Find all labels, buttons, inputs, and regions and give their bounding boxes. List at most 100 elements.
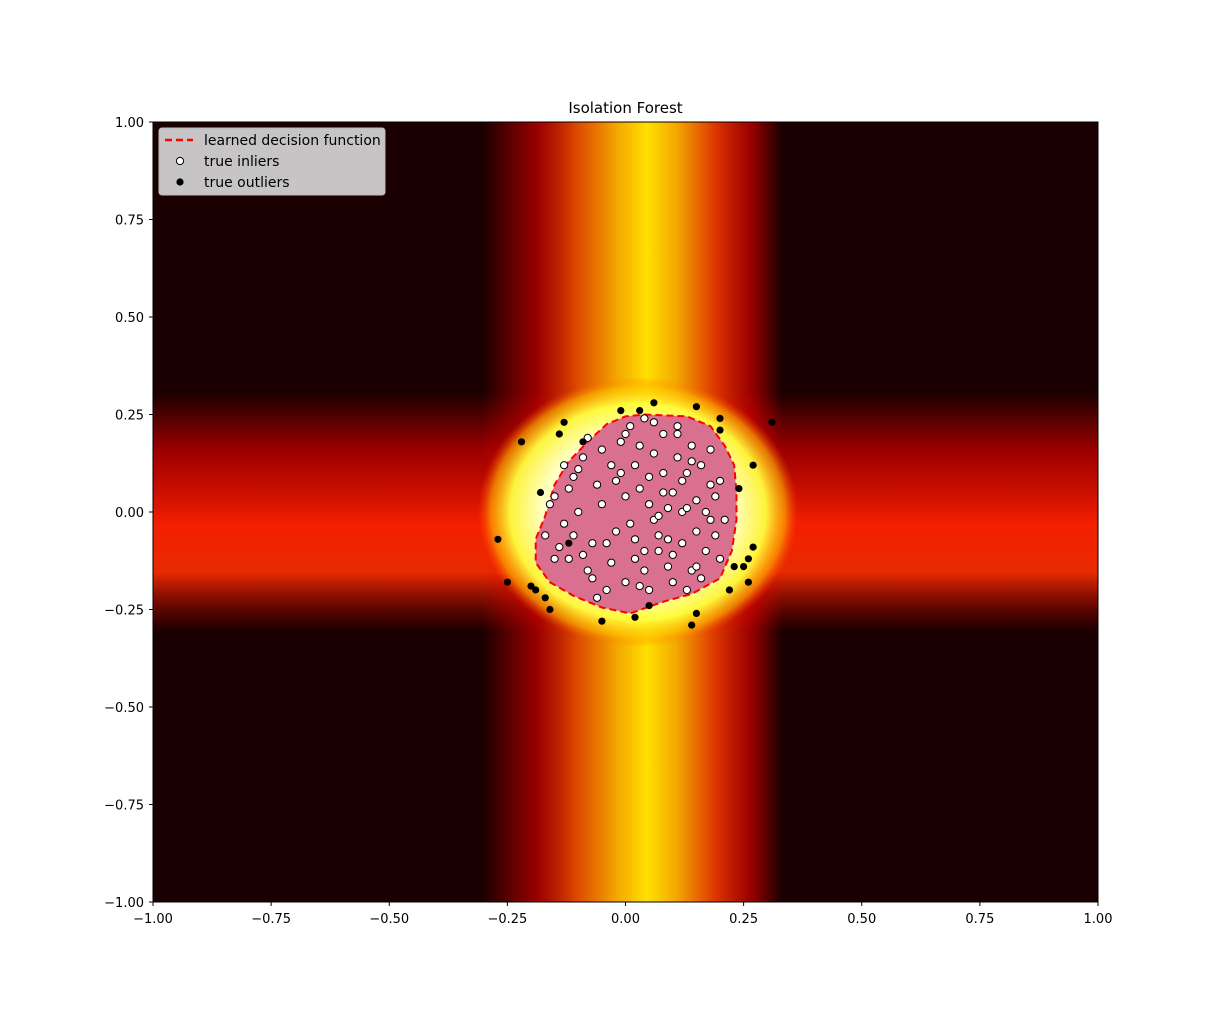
inlier-point (668, 578, 677, 587)
inlier-point (659, 468, 668, 478)
inlier-point (687, 457, 696, 466)
inlier-point (673, 422, 682, 431)
outlier-point (744, 578, 753, 586)
outlier-point (730, 563, 738, 571)
inlier-point (588, 539, 597, 548)
outlier-point (560, 418, 568, 426)
legend-box (158, 127, 386, 196)
inlier-point (659, 429, 668, 439)
outlier-point (503, 578, 511, 586)
x-axis-ticks: −1.00 −0.75 −0.50 −0.25 0.00 0.25 0.50 0.75 1.00 (133, 902, 1112, 927)
decision-boundary-line (534, 413, 738, 615)
inlier-point (607, 558, 616, 567)
x-tick-label: −0.75 (251, 912, 291, 927)
y-tick-label: 0.75 (115, 214, 144, 229)
outlier-point (725, 586, 734, 594)
inlier-point (621, 578, 630, 587)
outlier-point (546, 605, 554, 614)
legend-outlier-swatch (176, 178, 184, 186)
outlier-point (735, 485, 743, 493)
inlier-point (715, 554, 725, 563)
legend-label-boundary: learned decision function (204, 133, 381, 149)
inlier-point (706, 480, 715, 489)
inlier-point (692, 562, 701, 571)
inlier-point (560, 461, 569, 470)
legend-label-outliers: true outliers (204, 175, 290, 191)
inlier-point (588, 574, 597, 583)
inlier-point (597, 445, 607, 454)
inlier-point (574, 507, 583, 517)
inlier-point (663, 504, 673, 513)
inlier-point (645, 472, 654, 481)
inlier-point (541, 531, 550, 540)
inlier-point (564, 484, 573, 493)
inlier-point (569, 531, 578, 540)
y-tick-label: −0.25 (104, 604, 144, 619)
inlier-point (545, 500, 555, 509)
inlier-point (678, 476, 687, 485)
inlier-point (706, 515, 715, 524)
outlier-point (749, 461, 757, 469)
inlier-point (678, 539, 687, 548)
outlier-point (716, 414, 724, 422)
outlier-point (645, 602, 653, 610)
outlier-point (650, 399, 658, 407)
outlier-point (517, 438, 526, 446)
inlier-point (706, 445, 715, 454)
inlier-point (697, 461, 706, 470)
inlier-point (602, 539, 611, 548)
inlier-point (597, 500, 607, 509)
inlier-point (593, 480, 602, 489)
inlier-point (720, 515, 729, 524)
inlier-point (645, 500, 654, 509)
inlier-point (550, 492, 559, 501)
inlier-point (611, 527, 621, 536)
inlier-point (711, 492, 720, 501)
outlier-point (598, 617, 606, 625)
inlier-point (640, 566, 649, 575)
outlier-point (631, 613, 639, 621)
inlier-point (654, 511, 663, 521)
inlier-point (560, 519, 569, 528)
x-tick-label: 0.00 (611, 912, 640, 927)
y-axis-ticks: 1.00 0.75 0.50 0.25 0.00 −0.25 −0.50 −0.75 −1.00 (104, 116, 153, 911)
inlier-points (541, 414, 729, 602)
y-tick-label: 0.25 (115, 409, 144, 424)
inlier-point (673, 429, 682, 439)
inlier-point (611, 476, 621, 485)
inlier-point (692, 527, 701, 536)
inlier-point (635, 582, 644, 591)
outlier-point (692, 403, 701, 411)
outlier-point (692, 609, 701, 618)
y-tick-label: 0.50 (115, 311, 144, 326)
inlier-point (673, 453, 682, 462)
inlier-point (663, 535, 673, 544)
y-tick-label: 0.00 (115, 506, 144, 521)
y-tick-label: −0.75 (104, 799, 144, 814)
inlier-point (682, 504, 692, 513)
y-tick-label: −1.00 (104, 896, 144, 911)
inlier-point (616, 437, 625, 446)
outlier-point (749, 543, 757, 551)
inlier-point (550, 554, 559, 563)
inlier-point (654, 546, 663, 556)
chart-title: Isolation Forest (568, 99, 682, 117)
inlier-point (602, 585, 611, 595)
outlier-point (532, 586, 540, 594)
inlier-point (640, 546, 649, 556)
outlier-point (541, 594, 549, 602)
outlier-point (744, 555, 753, 563)
inlier-point (607, 461, 616, 470)
outlier-point (617, 407, 625, 415)
inlier-point (555, 543, 564, 552)
plot-area (153, 122, 1098, 902)
inlier-point (682, 468, 692, 478)
inlier-point (654, 531, 663, 540)
x-tick-label: −0.50 (369, 912, 409, 927)
inlier-point (630, 535, 640, 544)
outlier-point (716, 426, 724, 434)
inlier-point (635, 441, 644, 450)
legend-label-inliers: true inliers (204, 154, 279, 170)
outlier-point (494, 535, 502, 543)
inlier-point (663, 562, 673, 571)
